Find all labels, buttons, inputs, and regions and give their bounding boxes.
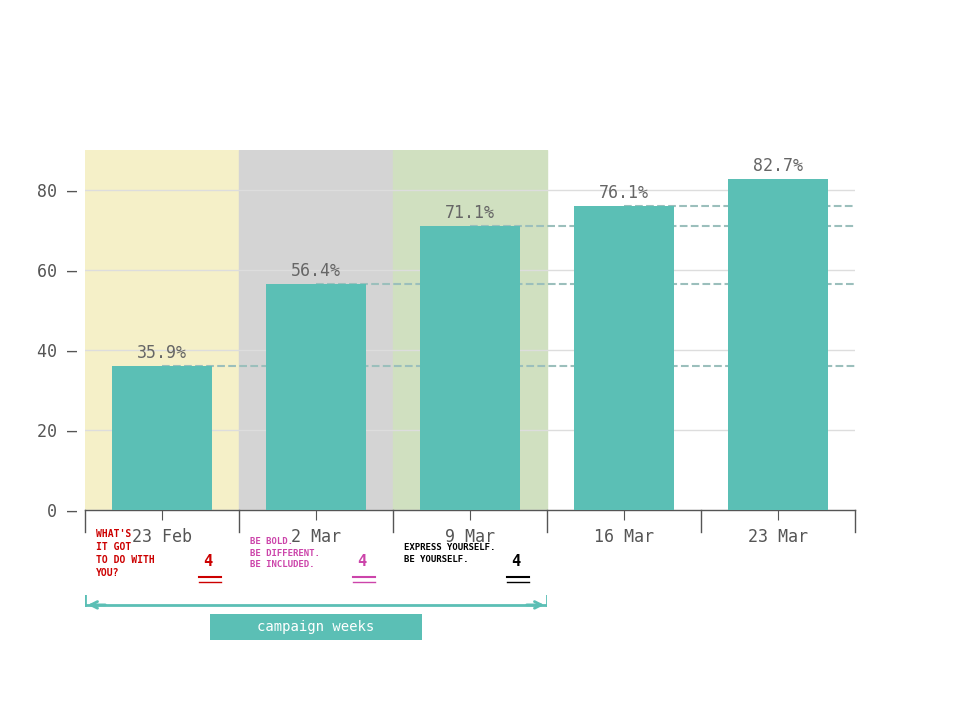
Bar xyxy=(239,150,393,510)
Text: 4: 4 xyxy=(512,554,520,569)
Text: 71.1%: 71.1% xyxy=(445,204,495,222)
Text: WHAT'S
IT GOT
TO DO WITH
YOU?: WHAT'S IT GOT TO DO WITH YOU? xyxy=(96,529,155,577)
Bar xyxy=(420,225,520,510)
Text: BE BOLD.
BE DIFFERENT.
BE INCLUDED.: BE BOLD. BE DIFFERENT. BE INCLUDED. xyxy=(250,537,320,570)
Bar xyxy=(85,150,239,510)
Text: 56.4%: 56.4% xyxy=(291,262,341,280)
Text: 35.9%: 35.9% xyxy=(137,344,187,362)
Text: Campaign-led approach drives sustained: Campaign-led approach drives sustained xyxy=(20,20,623,48)
Bar xyxy=(728,179,828,510)
Bar xyxy=(112,366,212,510)
Bar xyxy=(266,284,366,510)
Bar xyxy=(574,206,674,510)
Text: 4: 4 xyxy=(204,554,213,569)
Text: 4: 4 xyxy=(358,554,367,569)
Text: EXPRESS YOURSELF.
BE YOURSELF.: EXPRESS YOURSELF. BE YOURSELF. xyxy=(404,543,495,564)
Text: 76.1%: 76.1% xyxy=(599,184,649,202)
FancyBboxPatch shape xyxy=(209,614,422,639)
Text: 82.7%: 82.7% xyxy=(753,157,803,175)
Text: campaign weeks: campaign weeks xyxy=(257,619,374,634)
Text: uptake of Born Different: uptake of Born Different xyxy=(20,76,401,104)
Bar xyxy=(393,150,547,510)
